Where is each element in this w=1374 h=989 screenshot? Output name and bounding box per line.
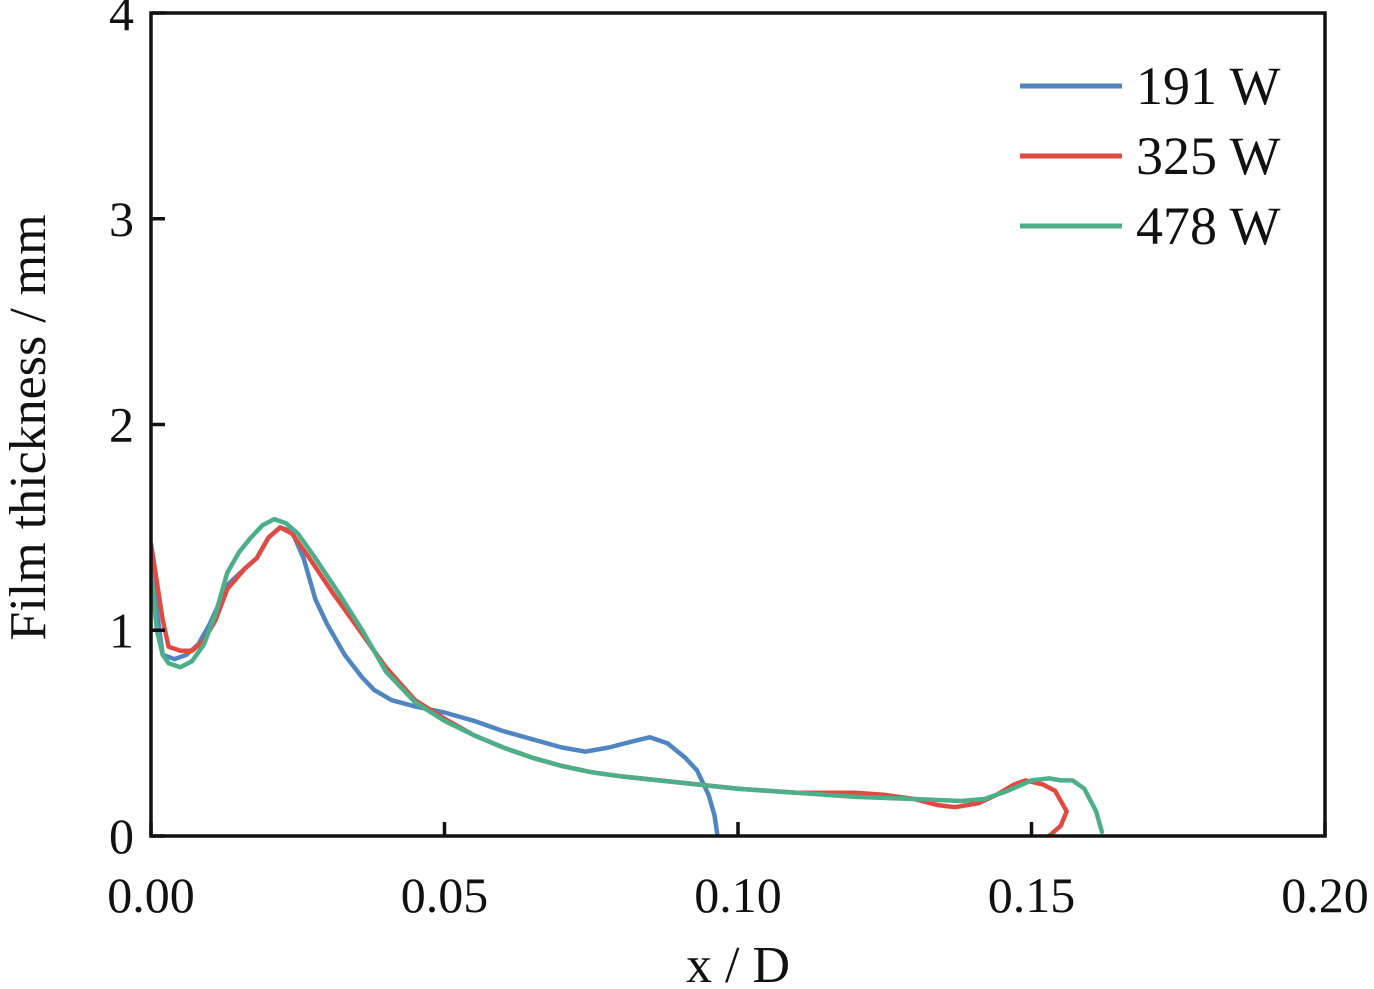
legend-label-2: 325 W — [1136, 126, 1281, 186]
legend: 191 W 325 W 478 W — [1020, 56, 1281, 256]
x-axis-label: x / D — [686, 937, 790, 989]
series-line-3 — [151, 516, 1105, 835]
series-line-2 — [151, 525, 1069, 836]
y-tick-label: 0 — [109, 808, 134, 864]
legend-label-1: 191 W — [1136, 56, 1281, 116]
x-axis: 0.00 0.05 0.10 0.15 0.20 — [107, 822, 1369, 923]
x-tick-label: 0.20 — [1281, 867, 1369, 923]
y-axis-label: Film thickness / mm — [0, 214, 57, 640]
series-line-1 — [151, 525, 720, 836]
y-tick-label: 4 — [109, 0, 134, 41]
x-tick-label: 0.15 — [988, 867, 1076, 923]
legend-label-3: 478 W — [1136, 196, 1281, 256]
x-tick-label: 0.00 — [107, 867, 195, 923]
y-tick-label: 3 — [109, 191, 134, 247]
y-axis: 0 1 2 3 4 — [109, 0, 165, 864]
y-tick-label: 2 — [109, 397, 134, 453]
y-tick-label: 1 — [109, 602, 134, 658]
x-tick-label: 0.10 — [694, 867, 782, 923]
series-layer — [151, 516, 1105, 836]
x-tick-label: 0.05 — [401, 867, 489, 923]
